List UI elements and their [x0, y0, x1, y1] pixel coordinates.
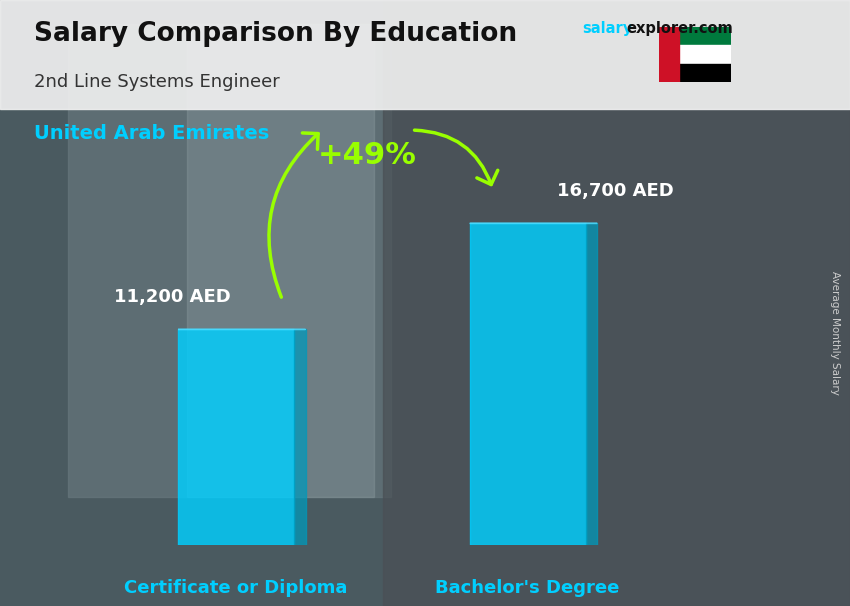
- Text: 11,200 AED: 11,200 AED: [114, 288, 230, 306]
- Text: +49%: +49%: [317, 141, 416, 170]
- Text: 2nd Line Systems Engineer: 2nd Line Systems Engineer: [34, 73, 280, 91]
- Text: salary: salary: [582, 21, 632, 36]
- Text: Certificate or Diploma: Certificate or Diploma: [124, 579, 348, 598]
- Bar: [0, 0, 850, 109]
- Polygon shape: [294, 330, 305, 545]
- Text: Salary Comparison By Education: Salary Comparison By Education: [34, 21, 517, 47]
- FancyArrowPatch shape: [269, 133, 318, 297]
- Bar: [178, 330, 294, 545]
- Text: Average Monthly Salary: Average Monthly Salary: [830, 271, 840, 395]
- Text: United Arab Emirates: United Arab Emirates: [34, 124, 269, 143]
- FancyArrowPatch shape: [415, 130, 498, 185]
- Polygon shape: [586, 224, 598, 545]
- Text: Bachelor's Degree: Bachelor's Degree: [435, 579, 620, 598]
- Bar: [470, 224, 586, 545]
- Text: explorer.com: explorer.com: [626, 21, 734, 36]
- Bar: [382, 0, 850, 606]
- Bar: [659, 45, 731, 64]
- Bar: [187, 24, 374, 497]
- Bar: [659, 27, 679, 82]
- Bar: [68, 24, 391, 497]
- Bar: [659, 64, 731, 82]
- Bar: [659, 27, 731, 45]
- Text: 16,700 AED: 16,700 AED: [557, 182, 673, 200]
